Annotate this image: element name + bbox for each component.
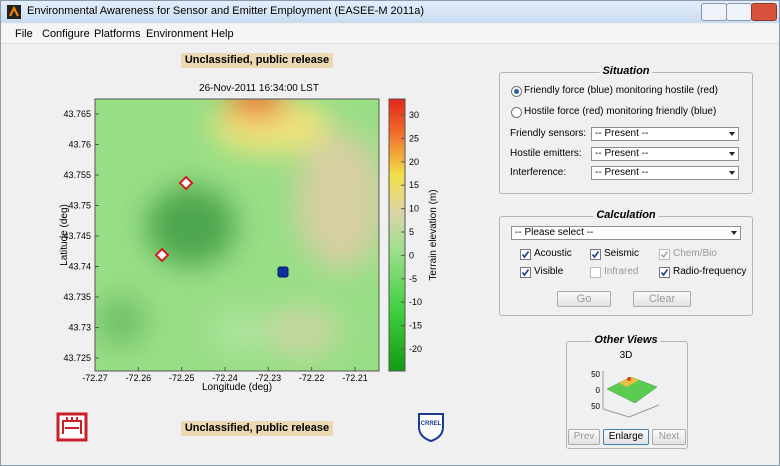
x-tick-label: -72.23 bbox=[256, 373, 282, 383]
checkbox[interactable] bbox=[520, 249, 531, 260]
field-select[interactable]: -- Present -- bbox=[591, 146, 739, 161]
classification-banner: Unclassified, public release bbox=[181, 421, 333, 436]
view-thumbnail[interactable]: 50 0 -50 bbox=[591, 361, 666, 421]
classification-banner: Unclassified, public release bbox=[181, 53, 333, 68]
crrel-logo-text: CRREL bbox=[421, 421, 442, 427]
hostile-marker[interactable] bbox=[178, 175, 194, 191]
calculation-select[interactable]: -- Please select -- bbox=[511, 226, 741, 240]
colorbar-tick-label: 5 bbox=[409, 227, 414, 237]
y-tick-label: 43.76 bbox=[68, 140, 91, 150]
menu-bar bbox=[1, 24, 779, 44]
y-axis-label: Latitude (deg) bbox=[59, 204, 70, 266]
field-select[interactable]: -- Present -- bbox=[591, 166, 739, 180]
x-tick-label: -72.24 bbox=[212, 373, 238, 383]
checkbox-label: Acoustic bbox=[534, 248, 572, 259]
menu-item[interactable]: Help bbox=[211, 28, 234, 40]
y-tick-label: 43.745 bbox=[63, 231, 91, 241]
panel-title: Calculation bbox=[593, 209, 659, 221]
checkbox[interactable] bbox=[520, 267, 531, 278]
checkbox-label: Visible bbox=[534, 266, 564, 277]
colorbar-tick-label: 0 bbox=[409, 250, 414, 260]
map-area: 26-Nov-2011 16:34:00 LST Longitude (deg)… bbox=[56, 83, 444, 443]
x-tick-label: -72.27 bbox=[82, 373, 108, 383]
field-label: Hostile emitters: bbox=[510, 147, 582, 159]
button[interactable]: Enlarge bbox=[603, 429, 649, 445]
radio-dot bbox=[514, 89, 519, 94]
check-mark bbox=[521, 269, 530, 277]
field-select[interactable]: -- Present -- bbox=[591, 127, 739, 141]
title-bar: Environmental Awareness for Sensor and E… bbox=[1, 1, 779, 23]
minimize-button[interactable] bbox=[701, 3, 727, 21]
check-mark bbox=[660, 251, 669, 259]
radio-button[interactable] bbox=[511, 107, 522, 118]
view-name: 3D bbox=[619, 350, 633, 361]
colorbar-label: Terrain elevation (m) bbox=[428, 189, 439, 280]
y-tick-label: 43.75 bbox=[68, 201, 91, 211]
x-tick-label: -72.22 bbox=[299, 373, 325, 383]
x-axis-label: Longitude (deg) bbox=[202, 382, 272, 393]
menu-item[interactable]: Environment bbox=[146, 28, 208, 40]
radio-label: Friendly force (blue) monitoring hostile… bbox=[524, 85, 718, 96]
panel-title: Other Views bbox=[591, 334, 661, 346]
thumbnail-tick-label: 0 bbox=[596, 386, 601, 395]
check-mark bbox=[591, 251, 600, 259]
checkbox-label: Seismic bbox=[604, 248, 640, 259]
colorbar-tick-label: -15 bbox=[409, 321, 422, 331]
usace-logo-castle bbox=[62, 417, 82, 434]
maximize-button[interactable] bbox=[726, 3, 752, 21]
colorbar-tick-label: -10 bbox=[409, 297, 422, 307]
colorbar bbox=[388, 98, 406, 372]
plot-frame bbox=[94, 98, 380, 372]
checkbox bbox=[590, 267, 601, 278]
checkbox-label: Infrared bbox=[604, 266, 639, 277]
menu-item[interactable]: File bbox=[15, 28, 33, 40]
checkbox[interactable] bbox=[590, 249, 601, 260]
button[interactable]: Go bbox=[557, 291, 611, 307]
checkbox bbox=[659, 249, 670, 260]
y-tick-label: 43.755 bbox=[63, 170, 91, 180]
colorbar-tick-label: -5 bbox=[409, 274, 417, 284]
colorbar-tick-label: 25 bbox=[409, 133, 419, 143]
field-label: Interference: bbox=[510, 167, 567, 178]
colorbar-tick-label: 30 bbox=[409, 110, 419, 120]
radio-button[interactable] bbox=[511, 86, 522, 97]
hostile-marker[interactable] bbox=[154, 247, 170, 263]
app-icon bbox=[7, 5, 21, 19]
y-tick-label: 43.725 bbox=[63, 353, 91, 363]
check-mark bbox=[660, 269, 669, 277]
panel-title: Situation bbox=[599, 65, 653, 77]
terrain-map bbox=[95, 99, 379, 371]
y-tick-label: 43.74 bbox=[68, 262, 91, 272]
checkbox[interactable] bbox=[659, 267, 670, 278]
button[interactable]: Clear bbox=[633, 291, 691, 307]
check-mark bbox=[521, 251, 530, 259]
close-button[interactable] bbox=[751, 3, 777, 21]
colorbar-tick-label: 15 bbox=[409, 180, 419, 190]
map-title: 26-Nov-2011 16:34:00 LST bbox=[199, 83, 319, 94]
colorbar-tick-label: -20 bbox=[409, 344, 422, 354]
x-tick-label: -72.26 bbox=[126, 373, 152, 383]
thumbnail-tick-label: -50 bbox=[591, 402, 601, 411]
x-tick-label: -72.21 bbox=[342, 373, 368, 383]
window-title: Environmental Awareness for Sensor and E… bbox=[27, 5, 424, 17]
button[interactable]: Next bbox=[652, 429, 686, 445]
checkbox-label: Radio-frequency bbox=[673, 266, 747, 277]
y-tick-label: 43.765 bbox=[63, 109, 91, 119]
field-label: Friendly sensors: bbox=[510, 128, 587, 139]
menu-item[interactable]: Configure bbox=[42, 28, 90, 40]
button[interactable]: Prev bbox=[568, 429, 600, 445]
menu-item[interactable]: Platforms bbox=[94, 28, 141, 40]
radio-label: Hostile force (red) monitoring friendly … bbox=[524, 106, 717, 117]
colorbar-tick-label: 20 bbox=[409, 157, 419, 167]
thumbnail-tick-label: 50 bbox=[591, 370, 600, 379]
checkbox-label: Chem/Bio bbox=[673, 248, 717, 259]
y-tick-label: 43.73 bbox=[68, 323, 91, 333]
y-tick-label: 43.735 bbox=[63, 292, 91, 302]
colorbar-tick-label: 10 bbox=[409, 204, 419, 214]
friendly-marker[interactable] bbox=[277, 266, 289, 278]
x-tick-label: -72.25 bbox=[169, 373, 195, 383]
crrel-logo bbox=[418, 413, 444, 443]
